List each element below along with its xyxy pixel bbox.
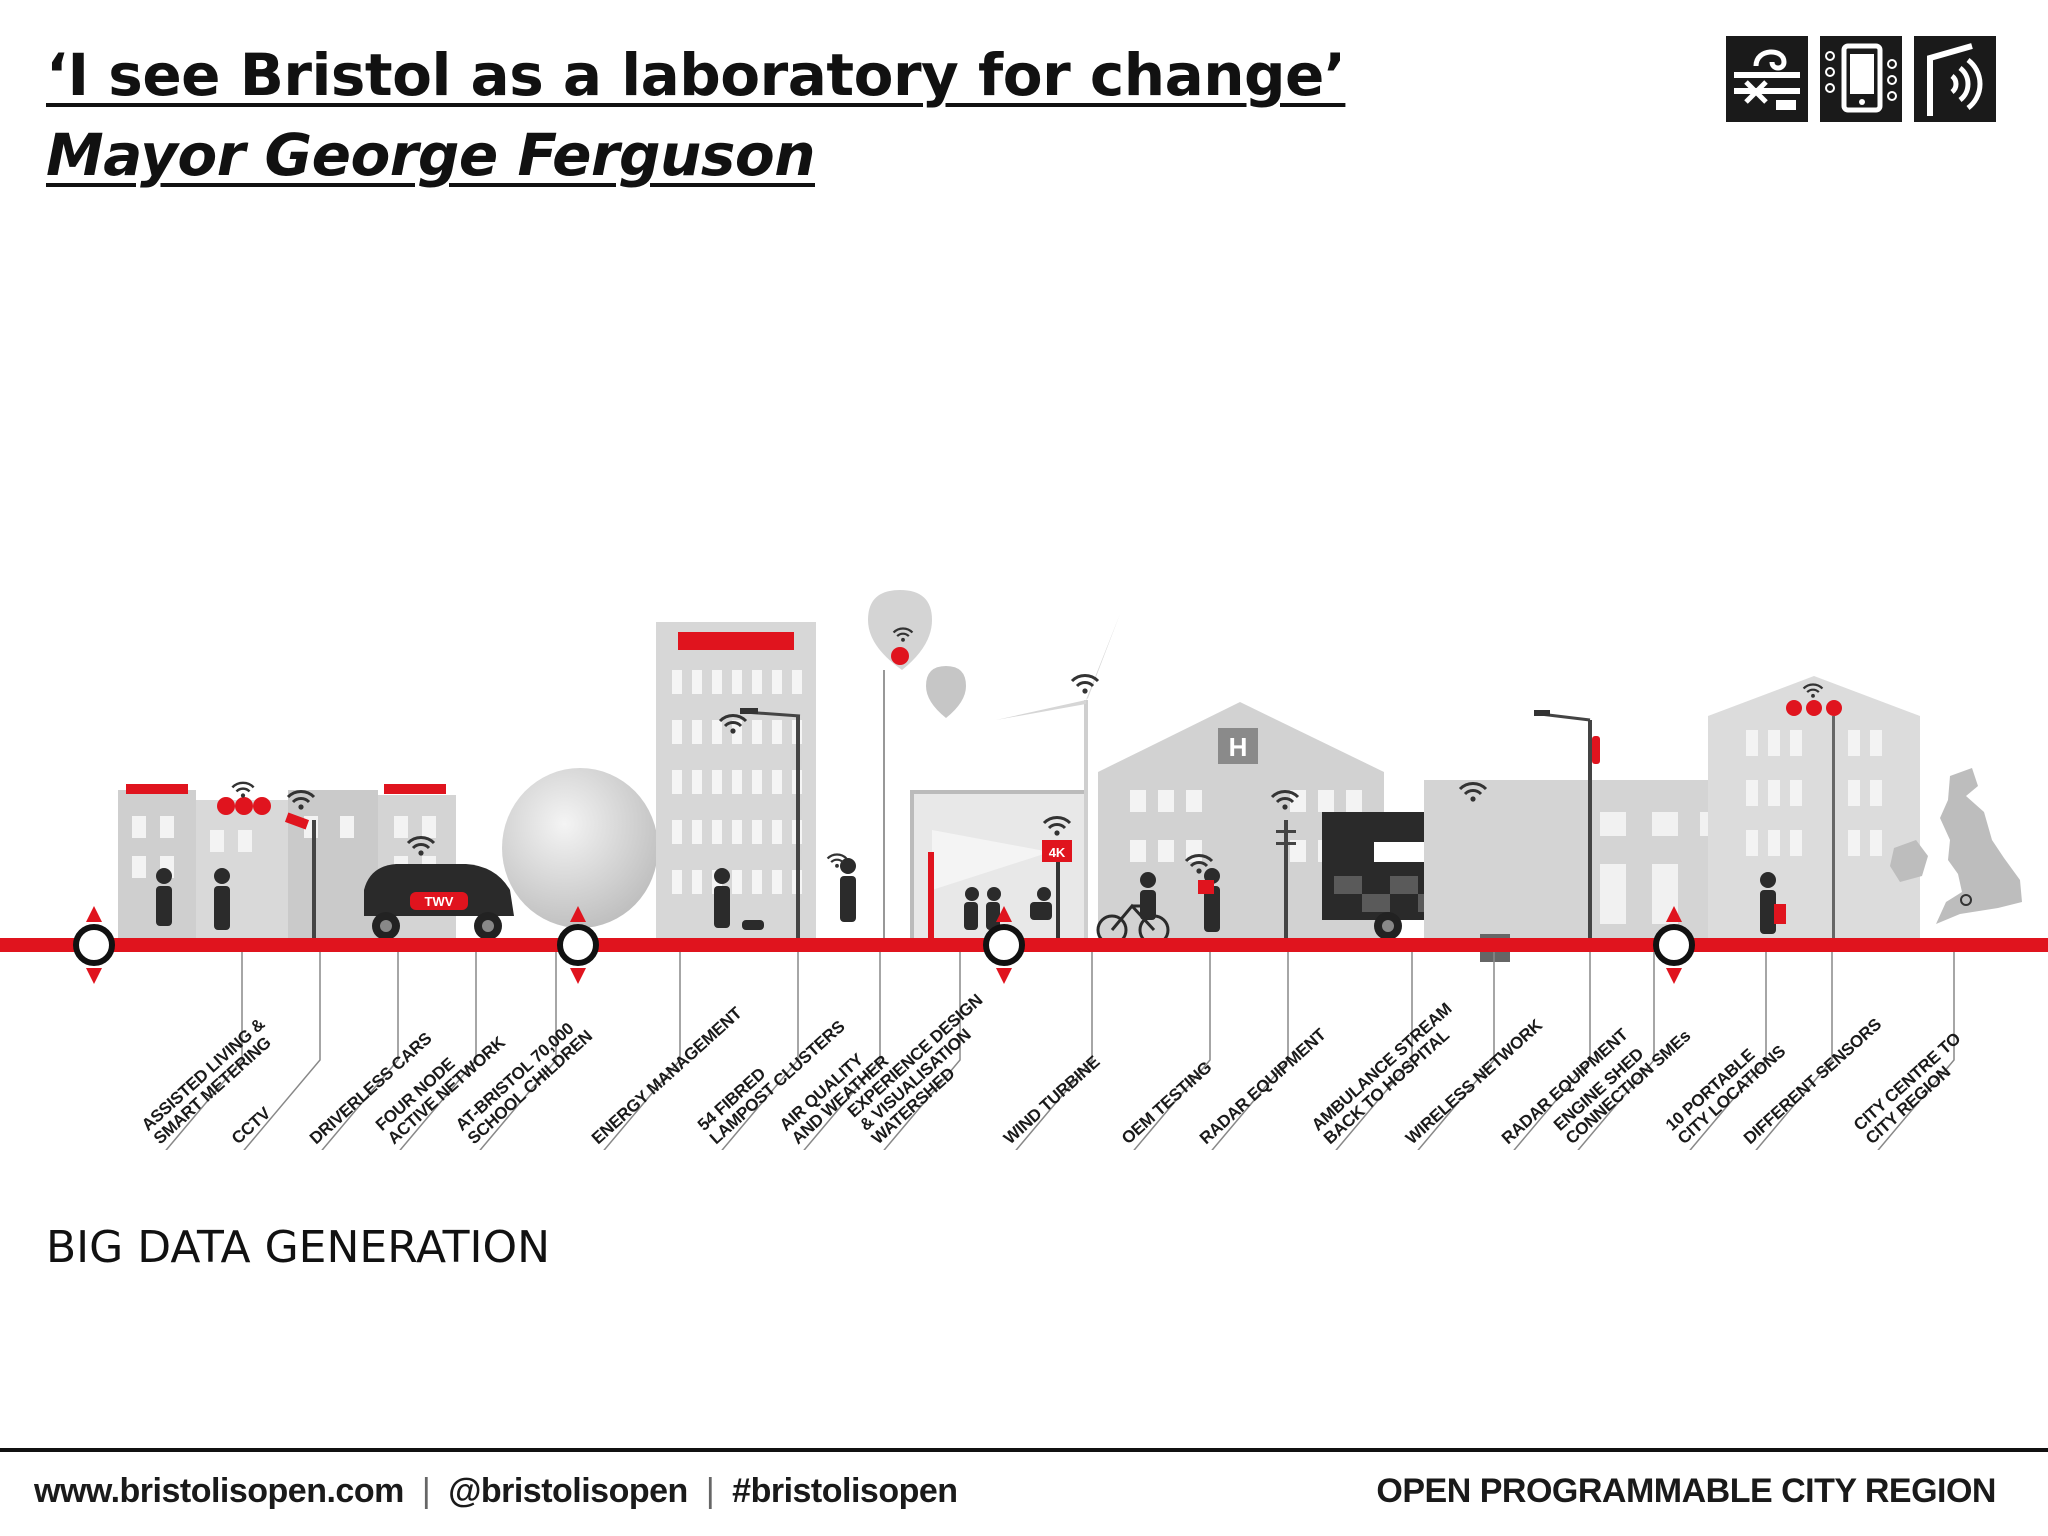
leader-line bbox=[603, 952, 681, 1150]
4k-camera-badge: 4K bbox=[1042, 840, 1072, 944]
leader-line bbox=[321, 952, 399, 1150]
city-infographic: TWV bbox=[0, 590, 2048, 1150]
gift-box-icon bbox=[1198, 880, 1214, 894]
network-node-icon bbox=[1653, 906, 1695, 984]
leader-line bbox=[399, 952, 477, 1150]
radio-mast-icon bbox=[1276, 820, 1296, 948]
leader-line bbox=[803, 952, 881, 1150]
slide-subtitle: Mayor George Ferguson bbox=[46, 121, 816, 189]
smartphone-icon bbox=[1820, 36, 1902, 122]
leader-line bbox=[1015, 952, 1093, 1150]
footer-links: www.bristolisopen.com | @bristolisopen | #br… bbox=[34, 1472, 958, 1510]
footer-divider bbox=[0, 1448, 2048, 1452]
website-link[interactable]: www.bristolisopen.com bbox=[34, 1472, 404, 1510]
leader-line bbox=[1877, 952, 1955, 1150]
leader-line bbox=[1211, 952, 1289, 1150]
slide-title: ‘I see Bristol as a laboratory for chang… bbox=[46, 41, 1346, 109]
car-twv-badge: TWV bbox=[425, 894, 454, 909]
footer-tagline: OPEN PROGRAMMABLE CITY REGION bbox=[1376, 1472, 1996, 1510]
network-node-icon bbox=[557, 906, 599, 984]
leader-line bbox=[1755, 952, 1833, 1150]
infra-label-text: WIND TURBINE bbox=[1000, 1052, 1103, 1148]
infra-label: WIND TURBINE bbox=[1000, 1052, 1103, 1148]
wireless-signal-icon bbox=[1914, 36, 1996, 122]
leader-line bbox=[1133, 952, 1211, 1150]
leader-line bbox=[243, 952, 321, 1150]
leader-line bbox=[479, 952, 557, 1150]
sensor-box-icon bbox=[1774, 904, 1786, 924]
people-silhouettes bbox=[156, 858, 1776, 934]
leader-line bbox=[1689, 952, 1767, 1150]
4k-label: 4K bbox=[1049, 845, 1066, 860]
leader-line bbox=[1513, 952, 1591, 1150]
cctv-camera-icon bbox=[284, 812, 316, 948]
office-tower bbox=[656, 622, 816, 942]
leader-line bbox=[165, 952, 243, 1150]
network-rack-icon bbox=[1726, 36, 1808, 122]
twitter-handle[interactable]: @bristolisopen bbox=[448, 1472, 688, 1510]
city-museum-building bbox=[1708, 676, 1920, 946]
bristol-is-open-logo bbox=[1726, 36, 1996, 122]
hashtag[interactable]: #bristolisopen bbox=[732, 1472, 958, 1510]
engine-shed-building bbox=[1424, 780, 1734, 940]
leader-line bbox=[1335, 952, 1413, 1150]
lamppost-icon bbox=[740, 708, 801, 948]
radar-lamppost-icon bbox=[1534, 710, 1600, 948]
uk-map-icon bbox=[1890, 768, 2022, 924]
leader-line bbox=[721, 952, 799, 1150]
leader-line bbox=[1417, 952, 1495, 1150]
network-node-icon bbox=[73, 906, 115, 984]
leader-line bbox=[1577, 952, 1655, 1150]
big-data-label: BIG DATA GENERATION bbox=[46, 1222, 551, 1273]
network-nodes bbox=[73, 906, 1695, 984]
leader-line bbox=[883, 952, 961, 1150]
infra-label: RADAR EQUIPMENT bbox=[1196, 1024, 1330, 1148]
hospital-sign: H bbox=[1229, 732, 1248, 762]
network-node-icon bbox=[983, 906, 1025, 984]
at-bristol-sphere bbox=[502, 768, 658, 928]
hot-air-balloon-icon bbox=[868, 590, 966, 950]
twv-badge bbox=[217, 797, 271, 815]
driverless-car-icon: TWV bbox=[364, 864, 514, 940]
infra-label-text: RADAR EQUIPMENT bbox=[1196, 1024, 1330, 1148]
